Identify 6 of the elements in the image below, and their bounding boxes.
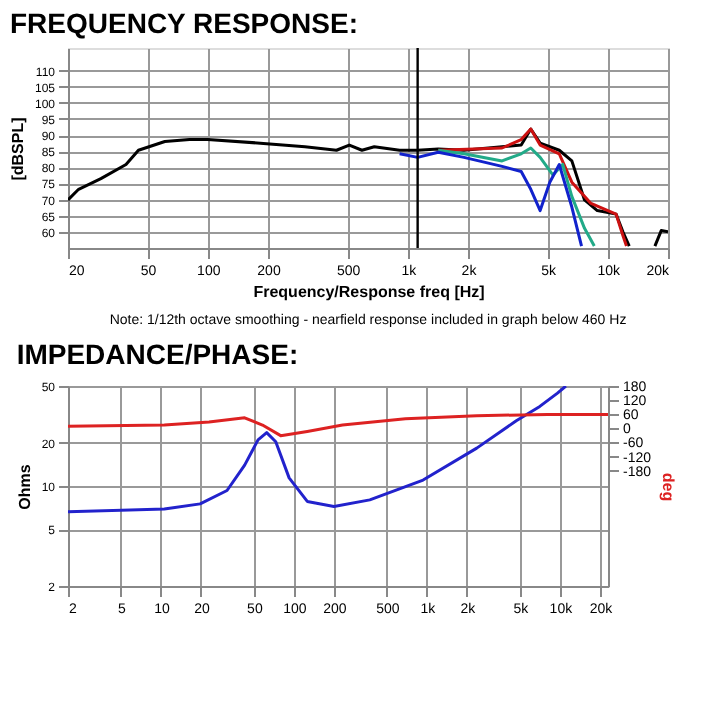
chart-title: IMPEDANCE/PHASE: xyxy=(16,338,299,370)
chart-title: FREQUENCY RESPONSE: xyxy=(9,6,358,39)
y2-axis-title: deg xyxy=(659,472,678,502)
y-axis-title: [dBSPL] xyxy=(8,116,27,181)
y-axis-title: Ohms xyxy=(15,463,34,510)
x-axis-title: Frequency/Response freq [Hz] xyxy=(253,283,486,301)
